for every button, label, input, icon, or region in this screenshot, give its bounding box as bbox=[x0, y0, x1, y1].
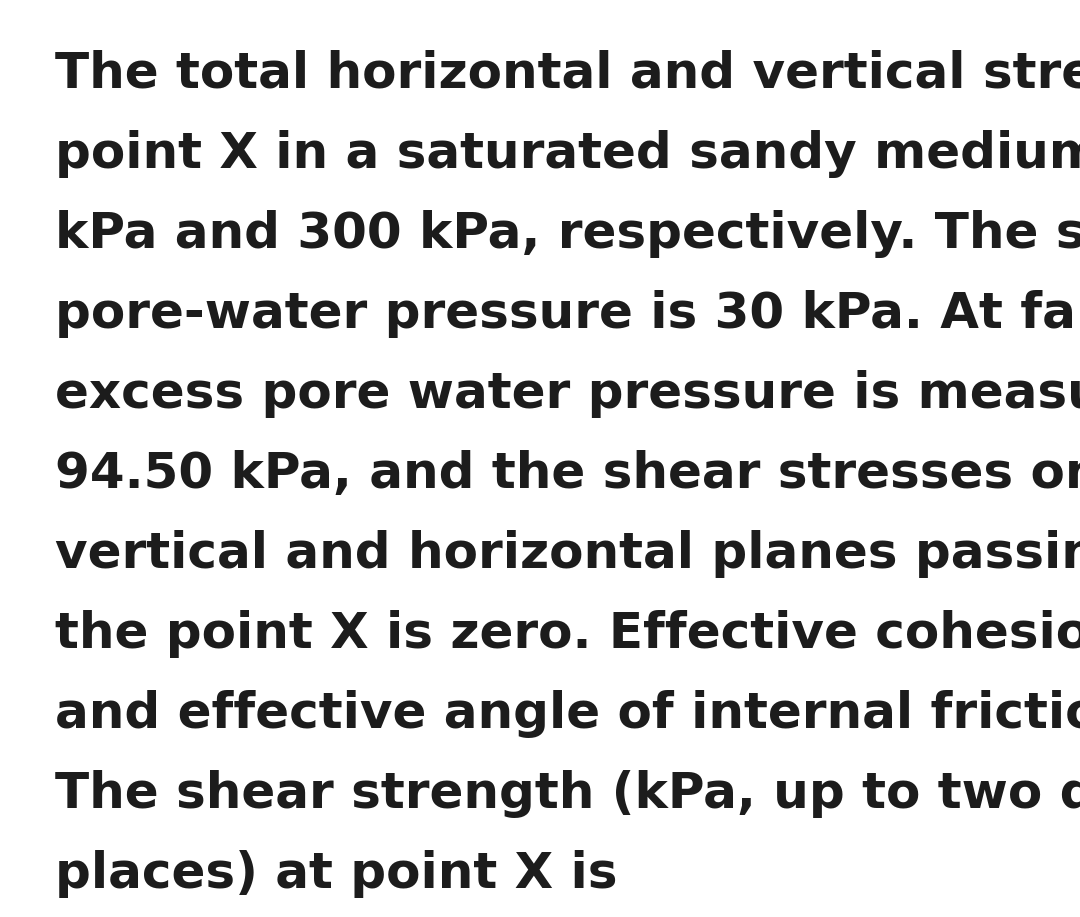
Text: kPa and 300 kPa, respectively. The static: kPa and 300 kPa, respectively. The stati… bbox=[55, 210, 1080, 258]
Text: and effective angle of internal friction is 36°.: and effective angle of internal friction… bbox=[55, 690, 1080, 738]
Text: The total horizontal and vertical stresses at a: The total horizontal and vertical stress… bbox=[55, 50, 1080, 98]
Text: places) at point X is: places) at point X is bbox=[55, 850, 618, 898]
Text: point X in a saturated sandy medium are 170: point X in a saturated sandy medium are … bbox=[55, 130, 1080, 178]
Text: the point X is zero. Effective cohesion is 0 kPa: the point X is zero. Effective cohesion … bbox=[55, 610, 1080, 658]
Text: The shear strength (kPa, up to two decimal: The shear strength (kPa, up to two decim… bbox=[55, 770, 1080, 818]
Text: 94.50 kPa, and the shear stresses on the: 94.50 kPa, and the shear stresses on the bbox=[55, 450, 1080, 498]
Text: vertical and horizontal planes passing through: vertical and horizontal planes passing t… bbox=[55, 530, 1080, 578]
Text: pore-water pressure is 30 kPa. At failure, the: pore-water pressure is 30 kPa. At failur… bbox=[55, 290, 1080, 338]
Text: excess pore water pressure is measured to be: excess pore water pressure is measured t… bbox=[55, 370, 1080, 418]
